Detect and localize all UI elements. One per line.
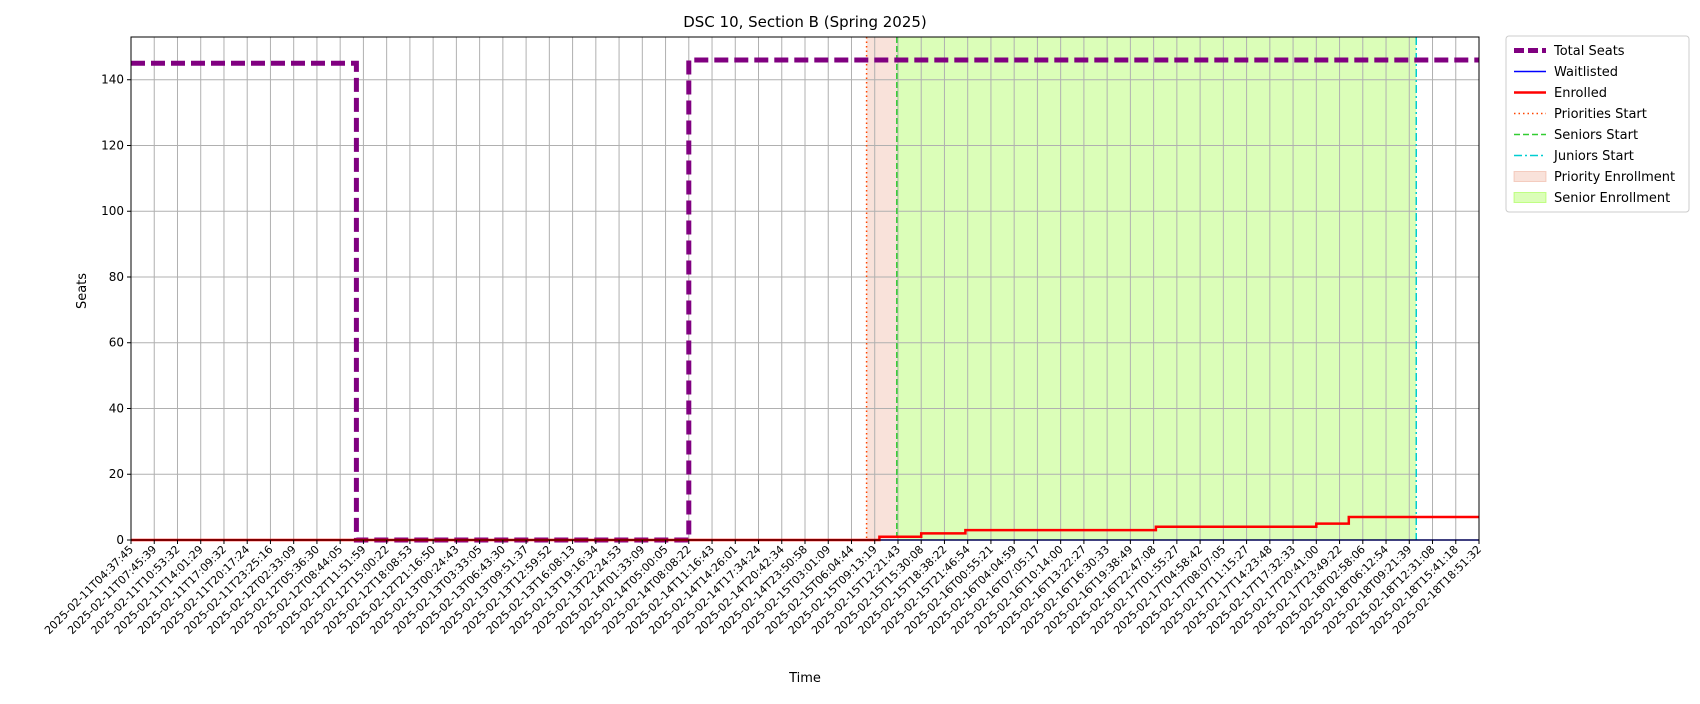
y-tick-label: 60 [109,336,124,350]
legend-label-enrolled: Enrolled [1554,86,1607,101]
legend-label-waitlisted: Waitlisted [1554,65,1618,80]
y-tick-label: 100 [101,204,124,218]
y-axis-label: Seats [75,273,90,309]
y-tick-label: 20 [109,467,124,481]
x-axis-ticks: 2025-02-11T04:37:452025-02-11T07:45:3920… [42,540,1484,637]
legend-label-priority-enrollment: Priority Enrollment [1554,170,1675,185]
enrollment-spans [866,37,1417,540]
y-axis-ticks: 0 20 40 60 80 100 120 140 [101,73,131,547]
legend-label-total-seats: Total Seats [1553,44,1625,59]
x-axis-label: Time [788,671,821,686]
y-tick-label: 80 [109,270,124,284]
legend-label-seniors-start: Seniors Start [1554,128,1638,143]
legend-swatch-senior-enrollment [1513,192,1547,203]
y-tick-label: 120 [101,138,124,152]
y-tick-label: 140 [101,73,124,87]
chart-title: DSC 10, Section B (Spring 2025) [683,13,927,31]
legend-box [1505,35,1690,213]
span-priority-enrollment [866,37,897,540]
legend-label-priorities-start: Priorities Start [1554,107,1647,122]
legend: Total Seats Waitlisted Enrolled Priorities … [1505,35,1690,213]
legend-label-juniors-start: Juniors Start [1553,149,1634,164]
y-tick-label: 0 [116,533,124,547]
period-markers [865,37,1417,540]
legend-label-senior-enrollment: Senior Enrollment [1554,191,1670,206]
span-senior-enrollment [896,37,1417,540]
grid [130,37,1480,541]
legend-swatch-priority-enrollment [1513,171,1547,182]
y-tick-label: 40 [109,401,124,415]
series-enrolled [131,515,1479,542]
